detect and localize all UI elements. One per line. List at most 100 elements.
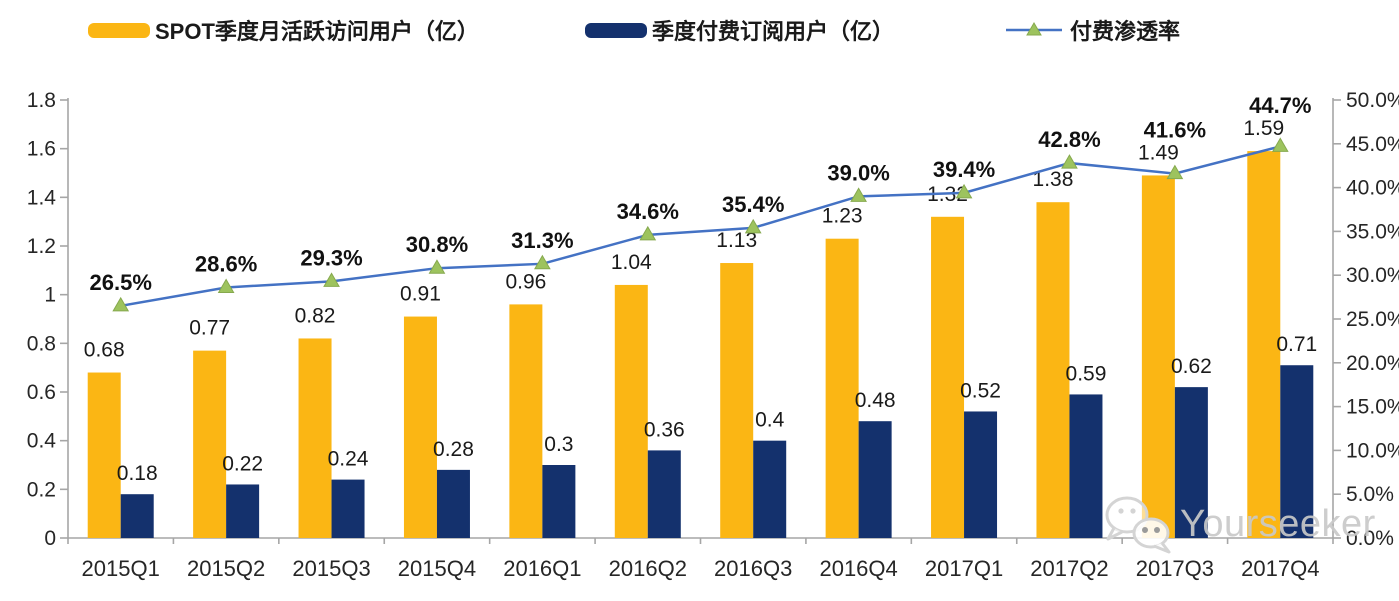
label-mau-2017Q3: 1.49 [1138,141,1179,164]
bar-mau-2016Q1 [509,304,543,538]
left-axis-tick-label: 1 [44,284,56,307]
penetration-label-2015Q3: 29.3% [300,245,362,270]
penetration-marker-2017Q3 [1166,164,1184,180]
right-axis-tick-label: 25.0% [1346,308,1399,331]
mau-legend-swatch [88,22,150,38]
label-subs-2015Q3: 0.24 [328,448,369,471]
right-axis-tick-label: 30.0% [1346,264,1399,287]
right-axis-tick-label: 45.0% [1346,133,1399,156]
bar-mau-2017Q4 [1247,151,1281,538]
bar-subs-2017Q4 [1280,365,1314,538]
penetration-label-2016Q2: 34.6% [617,199,679,224]
penetration-label-2016Q1: 31.3% [511,228,573,253]
right-axis-tick-label: 40.0% [1346,177,1399,200]
label-subs-2017Q2: 0.59 [1066,362,1107,385]
left-axis-tick-label: 1.4 [27,186,57,209]
legend-label-subs: 季度付费订阅用户（亿） [652,19,895,44]
label-mau-2017Q2: 1.38 [1033,168,1074,191]
legend-item-subs: 季度付费订阅用户（亿） [585,14,894,46]
bar-subs-2017Q1 [964,411,998,538]
penetration-marker-2017Q1 [955,183,973,199]
left-axis-tick-label: 0.2 [27,478,56,501]
penetration-label-2017Q2: 42.8% [1038,127,1100,152]
label-mau-2016Q4: 1.23 [822,205,863,228]
label-mau-2016Q3: 1.13 [716,229,757,252]
penetration-label-2017Q1: 39.4% [933,157,995,182]
label-mau-2017Q4: 1.59 [1243,117,1284,140]
bar-subs-2015Q4 [436,469,470,538]
legend-label-mau: SPOT季度月活跃访问用户（亿） [155,19,479,44]
x-label-2017Q2: 2017Q2 [1030,556,1108,581]
bar-subs-2016Q2 [647,450,681,538]
legend-triangle-marker [1026,22,1042,36]
bar-mau-2015Q2 [193,350,227,538]
bar-subs-2015Q2 [226,484,260,538]
left-axis-tick-label: 0.4 [27,430,57,453]
right-axis-tick-label: 35.0% [1346,220,1399,243]
label-subs-2017Q1: 0.52 [960,379,1001,402]
label-subs-2015Q1: 0.18 [117,462,158,485]
bar-subs-2017Q2 [1069,394,1103,538]
left-axis-tick-label: 1.8 [27,89,56,112]
x-label-2015Q3: 2015Q3 [292,556,370,581]
left-axis-tick-label: 0 [44,527,56,550]
label-subs-2016Q3: 0.4 [755,409,785,432]
x-label-2016Q2: 2016Q2 [609,556,687,581]
penetration-label-2016Q3: 35.4% [722,192,784,217]
label-mau-2015Q3: 0.82 [295,304,336,327]
x-label-2017Q4: 2017Q4 [1241,556,1319,581]
x-label-2015Q4: 2015Q4 [398,556,476,581]
legend-item-mau: SPOT季度月活跃访问用户（亿） [88,14,479,46]
bar-mau-2016Q2 [614,284,648,538]
bar-mau-2015Q4 [403,316,437,538]
left-axis-tick-label: 0.8 [27,332,56,355]
right-axis-tick-label: 10.0% [1346,439,1399,462]
left-axis-tick-label: 1.2 [27,235,56,258]
label-mau-2015Q1: 0.68 [84,339,125,362]
x-label-2016Q1: 2016Q1 [503,556,581,581]
penetration-marker-2016Q2 [639,225,657,241]
bar-mau-2016Q4 [825,238,859,538]
label-subs-2017Q3: 0.62 [1171,355,1212,378]
label-mau-2015Q2: 0.77 [189,317,230,340]
penetration-marker-2016Q3 [744,218,762,234]
penetration-label-2016Q4: 39.0% [827,160,889,185]
label-mau-2016Q2: 1.04 [611,251,652,274]
x-label-2017Q1: 2017Q1 [925,556,1003,581]
left-axis-tick-label: 1.6 [27,138,56,161]
bar-mau-2017Q1 [931,216,965,539]
bar-subs-2015Q1 [120,494,154,538]
bar-mau-2015Q3 [298,338,332,538]
label-subs-2016Q1: 0.3 [544,433,573,456]
right-axis-tick-label: 20.0% [1346,352,1399,375]
penetration-marker-2015Q3 [323,272,340,287]
legend-label-penetration: 付费渗透率 [1070,19,1181,44]
bar-mau-2017Q2 [1036,202,1070,538]
bar-subs-2016Q3 [753,440,787,538]
bar-subs-2016Q4 [858,421,892,538]
label-subs-2017Q4: 0.71 [1276,333,1317,356]
x-label-2015Q1: 2015Q1 [82,556,160,581]
label-subs-2016Q2: 0.36 [644,418,685,441]
legend-item-penetration: 付费渗透率 [1004,14,1180,46]
chart-legend: SPOT季度月活跃访问用户（亿） 季度付费订阅用户（亿） 付费渗透率 [0,0,1399,60]
penetration-marker-2016Q4 [850,187,867,202]
x-label-2016Q4: 2016Q4 [819,556,897,581]
subs-legend-swatch [585,22,647,38]
penetration-line [120,145,1281,308]
bar-subs-2016Q1 [542,465,576,538]
penetration-line-marker-icon [1006,22,1062,36]
penetration-marker-2015Q4 [428,259,446,274]
penetration-marker-2016Q1 [534,254,551,270]
penetration-label-2017Q3: 41.6% [1144,117,1206,142]
right-axis-tick-label: 15.0% [1346,396,1399,419]
label-subs-2015Q2: 0.22 [222,452,263,475]
bar-mau-2016Q3 [720,263,754,538]
penetration-marker-2017Q4 [1271,137,1289,152]
penetration-marker-2015Q1 [112,296,130,312]
label-mau-2015Q4: 0.91 [400,283,441,306]
label-subs-2015Q4: 0.28 [433,438,474,461]
penetration-label-2015Q1: 26.5% [90,270,152,295]
